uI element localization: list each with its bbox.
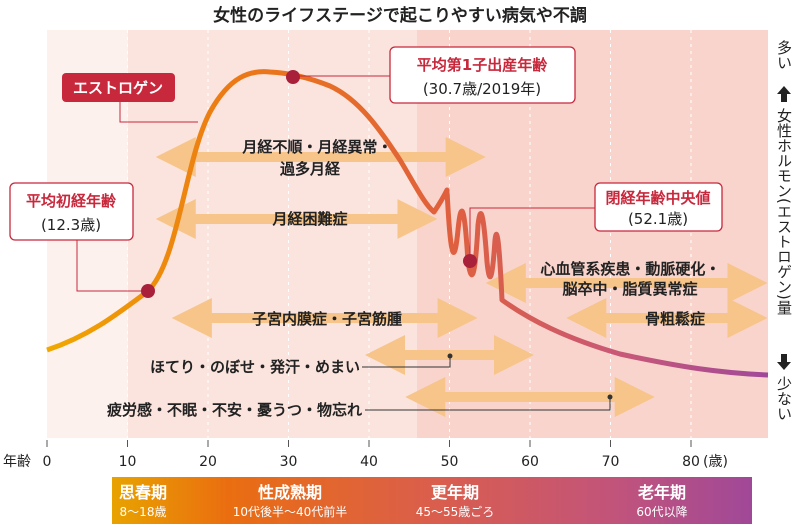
y-axis-bottom: 少ない <box>775 376 793 421</box>
first-birth-marker <box>286 70 300 84</box>
stage-menopause-range: 45〜55歳ごろ <box>416 504 495 519</box>
estrogen-label-text: エストロゲン <box>73 79 163 97</box>
menarche-marker <box>141 284 155 298</box>
stage-puberty-range: 8〜18歳 <box>120 505 167 519</box>
tick-label: 10 <box>119 454 137 470</box>
condition-label-hot-flashes: ほてり・のぼせ・発汗・めまい <box>150 358 360 376</box>
hotflash-dot <box>447 353 453 359</box>
estrogen-curve <box>46 69 769 378</box>
title: 女性のライフステージで起こりやすい病気や不調 <box>213 5 587 26</box>
x-axis-ticks: 0 10 20 30 40 50 60 70 80 <box>43 440 700 470</box>
first-birth-value: (30.7歳/2019年) <box>423 80 541 98</box>
y-axis-top: 多い <box>775 40 793 70</box>
stage-senescence: 老年期 <box>637 483 686 502</box>
menarche-value: (12.3歳) <box>41 216 101 234</box>
menopause-marker <box>463 254 477 268</box>
menarche-leader <box>76 240 148 292</box>
condition-arrows <box>155 137 768 417</box>
stage-reproductive-range: 10代後半〜40代前半 <box>233 504 348 519</box>
estrogen-leader <box>119 102 198 123</box>
menopause-leader <box>469 207 595 261</box>
first-birth-title: 平均第1子出産年齢 <box>417 56 548 74</box>
condition-label-osteoporosis: 骨粗鬆症 <box>645 310 705 328</box>
stage-reproductive: 性成熟期 <box>258 483 322 502</box>
fatigue-dot <box>607 394 613 400</box>
condition-label-dysmenorrhea: 月経困難症 <box>271 210 347 228</box>
tick-label: 70 <box>602 454 620 470</box>
menopause-value: (52.1歳) <box>628 210 688 228</box>
menarche-callout: 平均初経年齢 (12.3歳) <box>9 182 134 241</box>
tick-label: 60 <box>521 454 539 470</box>
tick-label: 40 <box>360 454 378 470</box>
tick-label: 20 <box>199 454 217 470</box>
fatigue-leader <box>365 397 611 411</box>
tick-label: 80 <box>682 454 700 470</box>
tick-label: 30 <box>280 454 298 470</box>
tick-label: 0 <box>43 454 52 470</box>
stage-menopause: 更年期 <box>431 483 479 502</box>
stage-puberty: 思春期 <box>119 483 167 502</box>
arrow-up-icon <box>777 86 791 102</box>
condition-label-menstrual-irregularity: 月経不順・月経異常・ 過多月経 <box>241 138 397 178</box>
arrow-down-icon <box>777 354 791 370</box>
menopause-callout: 閉経年齢中央値 (52.1歳) <box>594 182 723 232</box>
condition-label-fatigue: 疲労感・不眠・不安・憂うつ・物忘れ <box>107 401 362 419</box>
condition-label-endometriosis: 子宮内膜症・子宮筋腫 <box>252 310 402 328</box>
condition-label-cardiovascular: 心血管系疾患・動脈硬化・ 脳卒中・脂質異常症 <box>540 260 725 298</box>
y-axis-label: 女性ホルモン(エストロゲン)量 <box>775 107 793 315</box>
estrogen-label: エストロゲン <box>62 73 175 102</box>
stage-senescence-range: 60代以降 <box>636 505 687 519</box>
x-axis-label: 年齢 <box>3 454 31 470</box>
menopause-title: 閉経年齢中央値 <box>605 189 710 207</box>
tick-label: 50 <box>441 454 459 470</box>
menarche-title: 平均初経年齢 <box>26 192 117 210</box>
x-axis-unit: (歳) <box>703 454 728 470</box>
hotflash-leader <box>362 356 451 368</box>
life-stage-bar <box>112 477 752 524</box>
first-birth-callout: 平均第1子出産年齢 (30.7歳/2019年) <box>389 46 576 104</box>
